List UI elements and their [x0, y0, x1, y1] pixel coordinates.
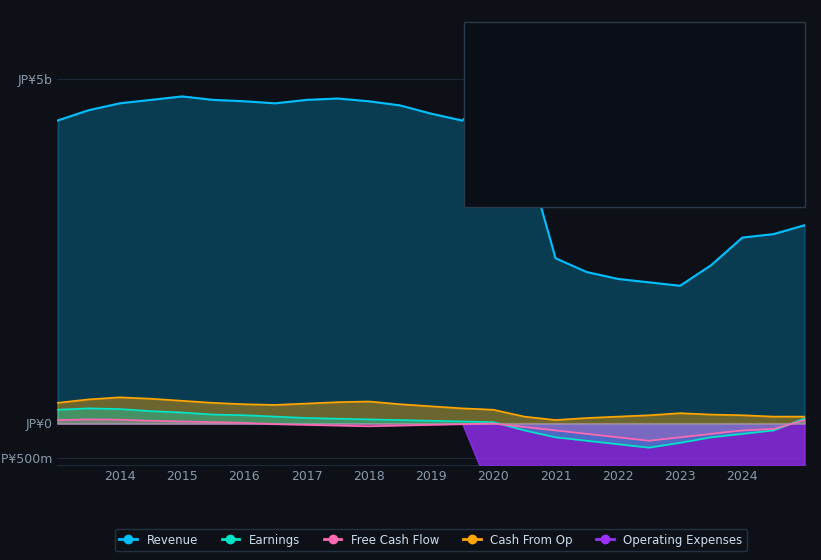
Text: Free Cash Flow: Free Cash Flow [478, 141, 561, 151]
Text: 2.5% profit margin: 2.5% profit margin [641, 116, 759, 127]
Text: JP¥73.000m /yr: JP¥73.000m /yr [641, 95, 736, 105]
Text: Operating Expenses: Operating Expenses [478, 193, 589, 202]
Text: Revenue: Revenue [478, 63, 526, 73]
Text: No data: No data [641, 141, 685, 151]
Text: No data: No data [641, 166, 685, 176]
Text: Dec 31 2024: Dec 31 2024 [478, 34, 565, 46]
Legend: Revenue, Earnings, Free Cash Flow, Cash From Op, Operating Expenses: Revenue, Earnings, Free Cash Flow, Cash … [115, 529, 747, 551]
Text: Cash From Op: Cash From Op [478, 166, 555, 176]
Text: Earnings: Earnings [478, 95, 526, 105]
Text: JP¥1.269b /yr: JP¥1.269b /yr [641, 193, 725, 202]
Text: JP¥2.880b /yr: JP¥2.880b /yr [641, 63, 725, 73]
